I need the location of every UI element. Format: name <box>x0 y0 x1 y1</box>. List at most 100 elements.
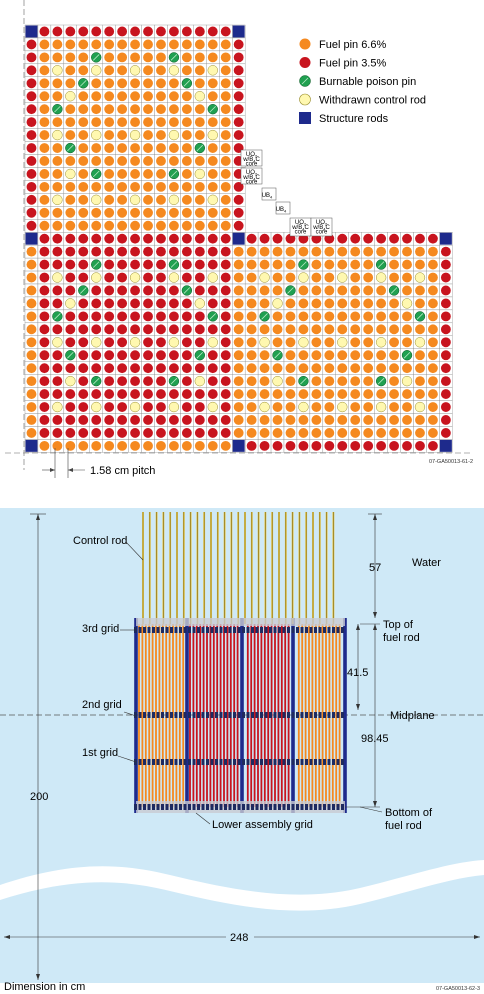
fuel-pin-35 <box>169 233 179 244</box>
grid2-callout: 2nd grid <box>82 699 137 717</box>
svg-text:41.5: 41.5 <box>347 667 368 679</box>
fuel-pin-35 <box>233 220 244 231</box>
fuel-pin-35 <box>207 389 218 399</box>
fuel-pin-35 <box>52 415 63 425</box>
fuel-pin-66 <box>181 440 192 451</box>
pitch-annotation: 1.58 cm pitch <box>42 448 155 478</box>
fuel-pin-66 <box>428 428 438 438</box>
fuel-pin-35 <box>440 337 451 348</box>
fuel-pin-66 <box>285 376 296 387</box>
fuel-pin-35 <box>402 440 412 451</box>
fuel-pin-35 <box>104 350 115 361</box>
fuel-pin-66 <box>428 350 438 361</box>
fuel-pin-35 <box>39 402 50 412</box>
fuel-pin-66 <box>156 104 166 115</box>
fuel-pin-35 <box>194 337 205 348</box>
withdrawn-control-rod <box>129 65 141 76</box>
fuel-pin-35 <box>143 298 153 309</box>
fuel-pin-66 <box>117 117 128 128</box>
fuel-pin-66 <box>285 428 296 438</box>
fuel-pin-66 <box>26 376 37 387</box>
figure-id-bottom: 07-GA50013-62-3 <box>436 986 480 992</box>
fuel-rod <box>321 624 324 807</box>
svg-text:UB4: UB4 <box>262 193 273 200</box>
svg-text:Control rod: Control rod <box>73 535 127 547</box>
fuel-pin-66 <box>181 181 192 192</box>
fuel-pin-66 <box>337 350 348 361</box>
fuel-pin-66 <box>65 52 76 63</box>
fuel-pin-66 <box>156 207 166 218</box>
fuel-pin-66 <box>130 143 140 153</box>
fuel-pin-66 <box>376 285 387 296</box>
fuel-pin-66 <box>169 220 179 231</box>
fuel-pin-66 <box>350 272 361 283</box>
svg-text:98.45: 98.45 <box>361 733 389 745</box>
fuel-pin-66 <box>130 169 140 179</box>
midplane-label: Midplane <box>390 710 435 722</box>
fuel-pin-66 <box>220 52 231 63</box>
fuel-pin-66 <box>376 363 387 374</box>
fuel-pin-35 <box>233 117 244 128</box>
fuel-pin-35 <box>65 324 76 335</box>
legend-swatch <box>299 38 311 50</box>
fuel-pin-35 <box>39 324 50 335</box>
fuel-pin-35 <box>207 376 218 387</box>
fuel-pin-66 <box>78 169 89 179</box>
fuel-pin-66 <box>156 220 166 231</box>
fuel-pin-66 <box>65 130 76 140</box>
fuel-pin-35 <box>26 194 37 205</box>
fuel-pin-66 <box>324 272 335 283</box>
fuel-pin-35 <box>143 259 153 270</box>
fuel-pin-35 <box>78 246 89 257</box>
withdrawn-control-rod <box>91 337 102 348</box>
fuel-pin-66 <box>285 311 296 322</box>
fuel-pin-35 <box>194 415 205 425</box>
svg-text:UB4: UB4 <box>276 207 287 214</box>
fuel-pin-66 <box>311 259 322 270</box>
fuel-pin-66 <box>389 415 399 425</box>
svg-text:Top of: Top of <box>383 619 414 631</box>
fuel-pin-35 <box>39 298 50 309</box>
fuel-pin-35 <box>39 350 50 361</box>
fuel-pin-35 <box>272 440 283 451</box>
withdrawn-control-rod <box>52 65 63 76</box>
structure-rod <box>232 232 245 245</box>
fuel-pin-66 <box>156 65 166 76</box>
fuel-pin-35 <box>156 389 166 399</box>
fuel-pin-66 <box>220 143 231 153</box>
fuel-pin-35 <box>65 233 76 244</box>
fuel-pin-35 <box>130 233 140 244</box>
fuel-pin-66 <box>78 194 89 205</box>
fuel-pin-35 <box>415 440 425 451</box>
withdrawn-control-rod <box>401 375 413 387</box>
fuel-pin-35 <box>78 26 89 37</box>
fuel-pin-66 <box>259 285 270 296</box>
fuel-pin-35 <box>143 285 153 296</box>
fuel-pin-35 <box>363 233 374 244</box>
fuel-pin-66 <box>104 143 115 153</box>
withdrawn-control-rod <box>207 65 218 76</box>
withdrawn-control-rod <box>298 272 309 283</box>
fuel-pin-35 <box>104 402 115 412</box>
fuel-pin-35 <box>104 324 115 335</box>
fuel-pin-35 <box>26 207 37 218</box>
fuel-pin-66 <box>246 363 257 374</box>
fuel-pin-66 <box>233 324 244 335</box>
fuel-pin-66 <box>428 415 438 425</box>
fuel-pin-66 <box>298 246 309 257</box>
fuel-pin-35 <box>169 26 179 37</box>
withdrawn-control-rod <box>129 129 141 141</box>
svg-text:w/B4C: w/B4C <box>242 157 260 164</box>
fuel-pin-66 <box>104 220 115 231</box>
legend-swatch <box>299 112 311 124</box>
fuel-pin-35 <box>220 337 231 348</box>
fuel-pin-35 <box>78 324 89 335</box>
fuel-pin-35 <box>143 324 153 335</box>
fuel-pin-66 <box>52 52 63 63</box>
legend-item-burnable_poison: Burnable poison pin <box>299 75 416 88</box>
fuel-pin-66 <box>259 350 270 361</box>
fuel-pin-66 <box>363 428 374 438</box>
fuel-pin-35 <box>117 311 128 322</box>
fuel-pin-66 <box>130 207 140 218</box>
fuel-pin-66 <box>246 324 257 335</box>
